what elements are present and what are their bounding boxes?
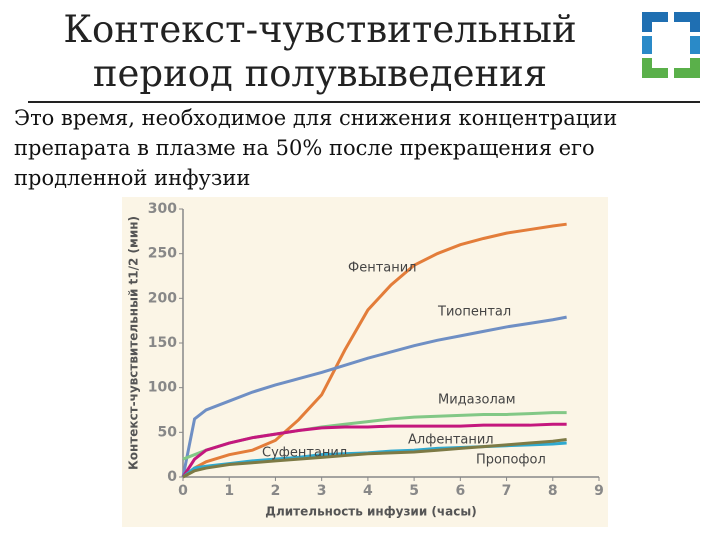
y-tick-label: 150: [148, 335, 177, 351]
body-text: продленной инфузии: [14, 166, 251, 190]
title-rule: [28, 101, 700, 103]
y-tick-label: 100: [148, 380, 177, 396]
x-tick-label: 4: [363, 483, 373, 499]
x-tick-label: 9: [594, 483, 604, 499]
x-axis-label: Длительность инфузии (часы): [265, 505, 476, 519]
logo: [642, 12, 700, 78]
y-tick-label: 0: [167, 469, 177, 485]
series-label: Мидазолам: [438, 393, 516, 408]
x-tick-label: 5: [409, 483, 419, 499]
body-text: препарата в плазме на 50% после прекраще…: [14, 136, 595, 160]
x-tick-label: 7: [502, 483, 512, 499]
x-tick-label: 3: [317, 483, 327, 499]
series-line: [182, 437, 567, 479]
y-tick-label: 300: [148, 201, 177, 217]
series-line: [181, 315, 567, 478]
series-label: Пропофол: [476, 453, 546, 468]
x-tick-label: 6: [455, 483, 465, 499]
slide-title: период полувыведения: [92, 52, 548, 95]
body-text: Это время, необходимое для снижения конц…: [14, 106, 618, 130]
series-label: Фентанил: [348, 261, 417, 276]
y-axis-label: Контекст-чувствительный t1/2 (мин): [127, 216, 141, 470]
chart-background: [122, 197, 608, 527]
x-tick-label: 8: [548, 483, 558, 499]
slide-title: Контекст-чувствительный: [63, 8, 577, 51]
series-label: Алфентанил: [408, 433, 494, 448]
y-tick-label: 50: [158, 424, 178, 440]
x-tick-label: 0: [178, 483, 188, 499]
series-label: Тиопентал: [437, 305, 511, 320]
x-tick-label: 2: [271, 483, 281, 499]
y-tick-label: 250: [148, 246, 177, 262]
series-line: [182, 222, 567, 479]
series-line: [181, 422, 567, 478]
y-tick-label: 200: [148, 290, 177, 306]
x-tick-label: 1: [224, 483, 234, 499]
